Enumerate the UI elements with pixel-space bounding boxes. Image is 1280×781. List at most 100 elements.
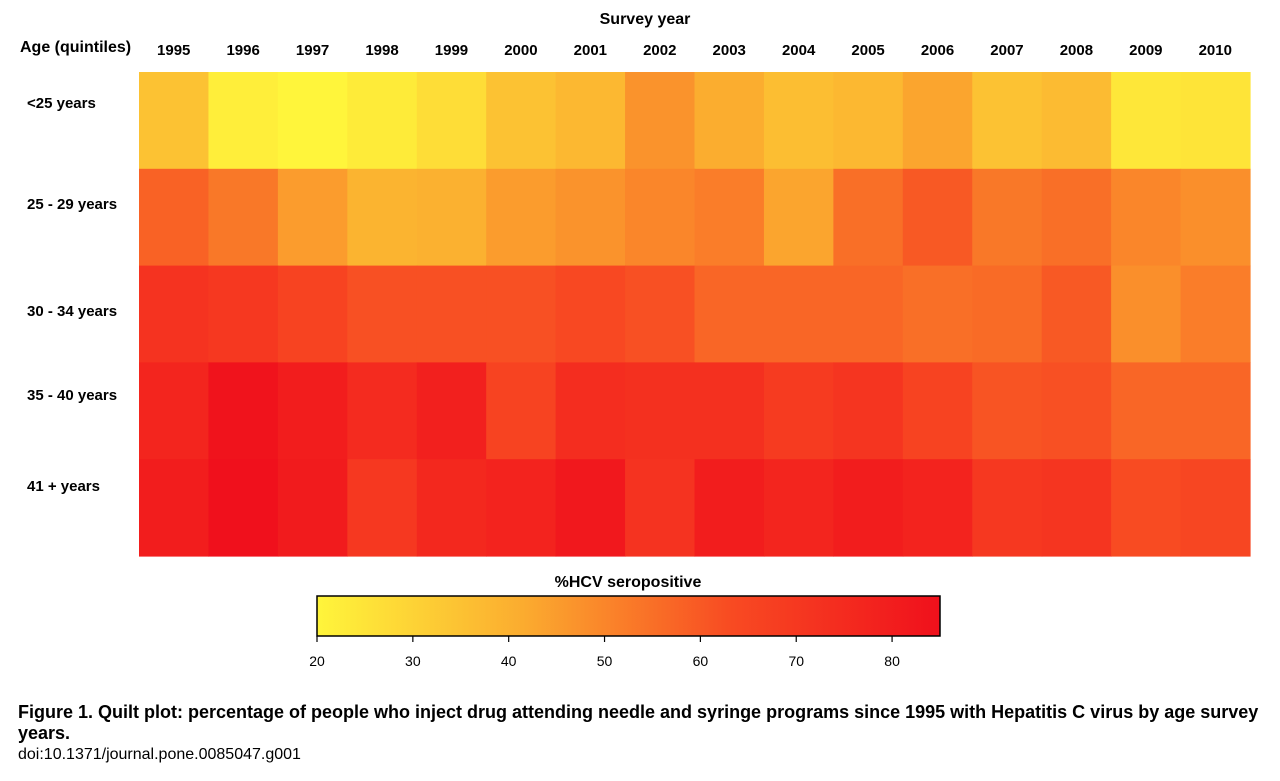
heatmap-cell [694, 459, 765, 557]
heatmap-cell [625, 459, 696, 557]
year-label: 2003 [713, 42, 746, 59]
heatmap-cell [416, 168, 487, 267]
year-labels: 1995 1996 1997 1998 1999 2000 2001 2002 2003 2004… [157, 42, 1232, 59]
heatmap-cell [486, 459, 557, 557]
age-group-labels: <25 years 25 - 29 years 30 - 34 years 35 - … [27, 95, 117, 495]
heatmap-cell [139, 265, 210, 363]
heatmap-cell [208, 265, 279, 363]
age-group-label: 25 - 29 years [27, 196, 117, 213]
heatmap-cell [416, 362, 487, 460]
heatmap-cell [486, 362, 557, 460]
year-label: 2005 [851, 42, 884, 59]
y-axis-title: Age (quintiles) [20, 39, 131, 56]
heatmap-cell [763, 168, 834, 267]
colorbar-title: %HCV seropositive [555, 574, 702, 591]
year-label: 1999 [435, 42, 468, 59]
heatmap-cell [347, 459, 418, 557]
heatmap-cell [833, 72, 904, 170]
colorbar-tick-label: 40 [501, 653, 517, 669]
age-group-label: 30 - 34 years [27, 303, 117, 320]
heatmap-cell [347, 362, 418, 460]
heatmap-cell [694, 265, 765, 363]
year-label: 2010 [1199, 42, 1232, 59]
age-group-label: 41 + years [27, 478, 100, 495]
heatmap-cell [694, 168, 765, 267]
heatmap-cell [347, 265, 418, 363]
year-label: 1995 [157, 42, 190, 59]
heatmap-cell [139, 72, 210, 170]
heatmap-cell [1180, 168, 1251, 267]
heatmap-cell [486, 168, 557, 267]
heatmap-cell [555, 265, 626, 363]
heatmap-cell [416, 265, 487, 363]
heatmap-cell [208, 459, 279, 557]
heatmap-cell [694, 72, 765, 170]
year-label: 2001 [574, 42, 607, 59]
heatmap-cell [277, 362, 348, 460]
heatmap-cell [972, 362, 1043, 460]
heatmap-cell [416, 72, 487, 170]
heatmap-cell [139, 168, 210, 267]
heatmap-cell [1041, 168, 1112, 267]
colorbar-tick-label: 80 [884, 653, 900, 669]
figure-caption: Figure 1. Quilt plot: percentage of peop… [18, 702, 1268, 765]
heatmap-cell [694, 362, 765, 460]
heatmap-cell [625, 168, 696, 267]
colorbar-tick-label: 30 [405, 653, 421, 669]
heatmap-cell [763, 459, 834, 557]
heatmap-cell [1111, 168, 1182, 267]
heatmap-cell [902, 72, 973, 170]
heatmap-cell [972, 72, 1043, 170]
heatmap-cell [1041, 265, 1112, 363]
year-label: 2007 [990, 42, 1023, 59]
heatmap-cell [1180, 362, 1251, 460]
heatmap-cell [277, 459, 348, 557]
heatmap-cell [972, 265, 1043, 363]
heatmap-cell [833, 459, 904, 557]
heatmap-cell [1111, 72, 1182, 170]
heatmap-cell [902, 459, 973, 557]
colorbar-tick-label: 50 [597, 653, 613, 669]
heatmap-cell [555, 459, 626, 557]
heatmap-cell [1111, 459, 1182, 557]
heatmap-cell [486, 72, 557, 170]
heatmap-cell [902, 362, 973, 460]
heatmap-cell [277, 168, 348, 267]
colorbar-ticks: 20 30 40 50 60 70 80 [309, 636, 900, 669]
age-group-label: <25 years [27, 95, 96, 112]
year-label: 1996 [226, 42, 259, 59]
heatmap-cell [208, 72, 279, 170]
heatmap-cell [763, 72, 834, 170]
age-group-label: 35 - 40 years [27, 387, 117, 404]
heatmap-cell [1041, 72, 1112, 170]
heatmap-cell [763, 362, 834, 460]
heatmap-cell [1041, 459, 1112, 557]
heatmap-cell [902, 168, 973, 267]
year-label: 2004 [782, 42, 816, 59]
heatmap-cell [347, 72, 418, 170]
quilt-plot: Survey year Age (quintiles) 1995 1996 1997… [20, 11, 1251, 669]
heatmap-cell [625, 362, 696, 460]
year-label: 2000 [504, 42, 537, 59]
caption-title: Figure 1. Quilt plot: percentage of peop… [18, 702, 1259, 743]
heatmap-cell [1180, 72, 1251, 170]
heatmap-cell [277, 72, 348, 170]
colorbar-tick-label: 20 [309, 653, 325, 669]
heatmap-cell [208, 362, 279, 460]
colorbar-tick-label: 60 [693, 653, 709, 669]
heatmap-cell [347, 168, 418, 267]
heatmap-cell [902, 265, 973, 363]
heatmap-cell [1041, 362, 1112, 460]
x-axis-title: Survey year [600, 11, 691, 28]
year-label: 2008 [1060, 42, 1093, 59]
year-label: 1998 [365, 42, 398, 59]
heatmap-cells [139, 72, 1251, 557]
heatmap-cell [833, 362, 904, 460]
heatmap-cell [833, 265, 904, 363]
colorbar-tick-label: 70 [788, 653, 804, 669]
heatmap-cell [555, 72, 626, 170]
heatmap-cell [555, 362, 626, 460]
heatmap-cell [1111, 265, 1182, 363]
heatmap-cell [416, 459, 487, 557]
heatmap-cell [139, 362, 210, 460]
